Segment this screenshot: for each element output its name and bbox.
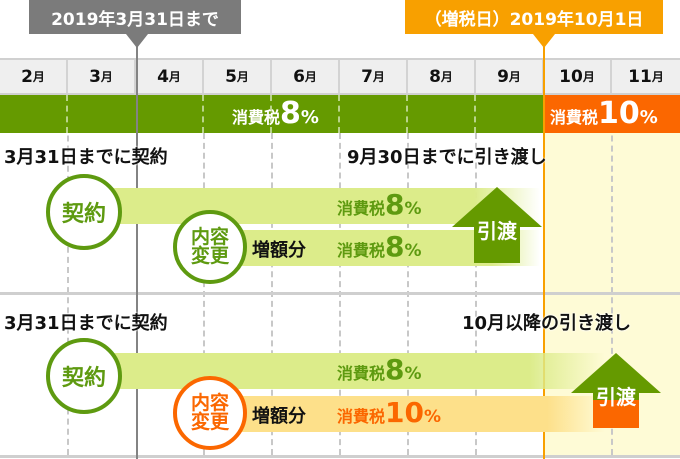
up-arrow-icon [571, 353, 661, 428]
band-divider [474, 95, 476, 133]
case2-contract-heading: 3月31日までに契約 [4, 313, 168, 334]
month-divider [611, 95, 613, 455]
tax-band-8: 消費税 8% [0, 95, 544, 133]
case2-change-badge: 内容 変更 [173, 376, 247, 450]
up-arrow-icon [452, 187, 542, 263]
month-divider [67, 95, 69, 455]
band-divider [406, 95, 408, 133]
band-divider [202, 95, 204, 133]
tax-band-10: 消費税 10% [544, 95, 680, 133]
case2-delivery-heading: 10月以降の引き渡し [462, 313, 632, 334]
case2-contract-tax: 消費税 8% [337, 353, 422, 386]
case2-increase-label: 増額分 [252, 406, 306, 427]
callout-pointer [533, 34, 555, 48]
case1-change-badge: 内容 変更 [173, 210, 247, 284]
section-divider [0, 455, 680, 458]
band-divider [66, 95, 68, 133]
case1-delivery-heading: 9月30日までに引き渡し [347, 147, 547, 168]
tax-rate-8-label: 消費税 8% [232, 96, 319, 131]
tax-day-callout: （増税日）2019年10月1日 [405, 0, 663, 34]
case1-increase-label: 増額分 [252, 240, 306, 261]
case1-contract-badge: 契約 [46, 174, 122, 250]
band-divider [270, 95, 272, 133]
case2-change-tax: 消費税 10% [337, 396, 442, 429]
case2-contract-bar [100, 353, 605, 389]
cutoff-date-line [136, 34, 138, 459]
band-divider [338, 95, 340, 133]
month-cell: 11 月 [628, 66, 664, 87]
case2-delivery-arrow: 引渡 [571, 353, 661, 428]
delivery-label: 引渡 [477, 219, 517, 243]
case1-contract-heading: 3月31日までに契約 [4, 147, 168, 168]
section-divider [0, 292, 680, 295]
delivery-label: 引渡 [596, 385, 636, 409]
case2-contract-badge: 契約 [46, 338, 122, 414]
case2-change-bar [220, 396, 605, 432]
month-cell: 10 月 [544, 60, 612, 93]
tax-increase-date-line [543, 34, 545, 459]
cutoff-callout: 2019年3月31日まで [29, 0, 241, 34]
case1-delivery-arrow: 引渡 [452, 187, 542, 263]
tax-rate-10-label: 消費税 10% [550, 96, 658, 131]
case1-contract-tax: 消費税 8% [337, 188, 422, 221]
case1-change-tax: 消費税 8% [337, 230, 422, 263]
callout-pointer [126, 34, 148, 48]
